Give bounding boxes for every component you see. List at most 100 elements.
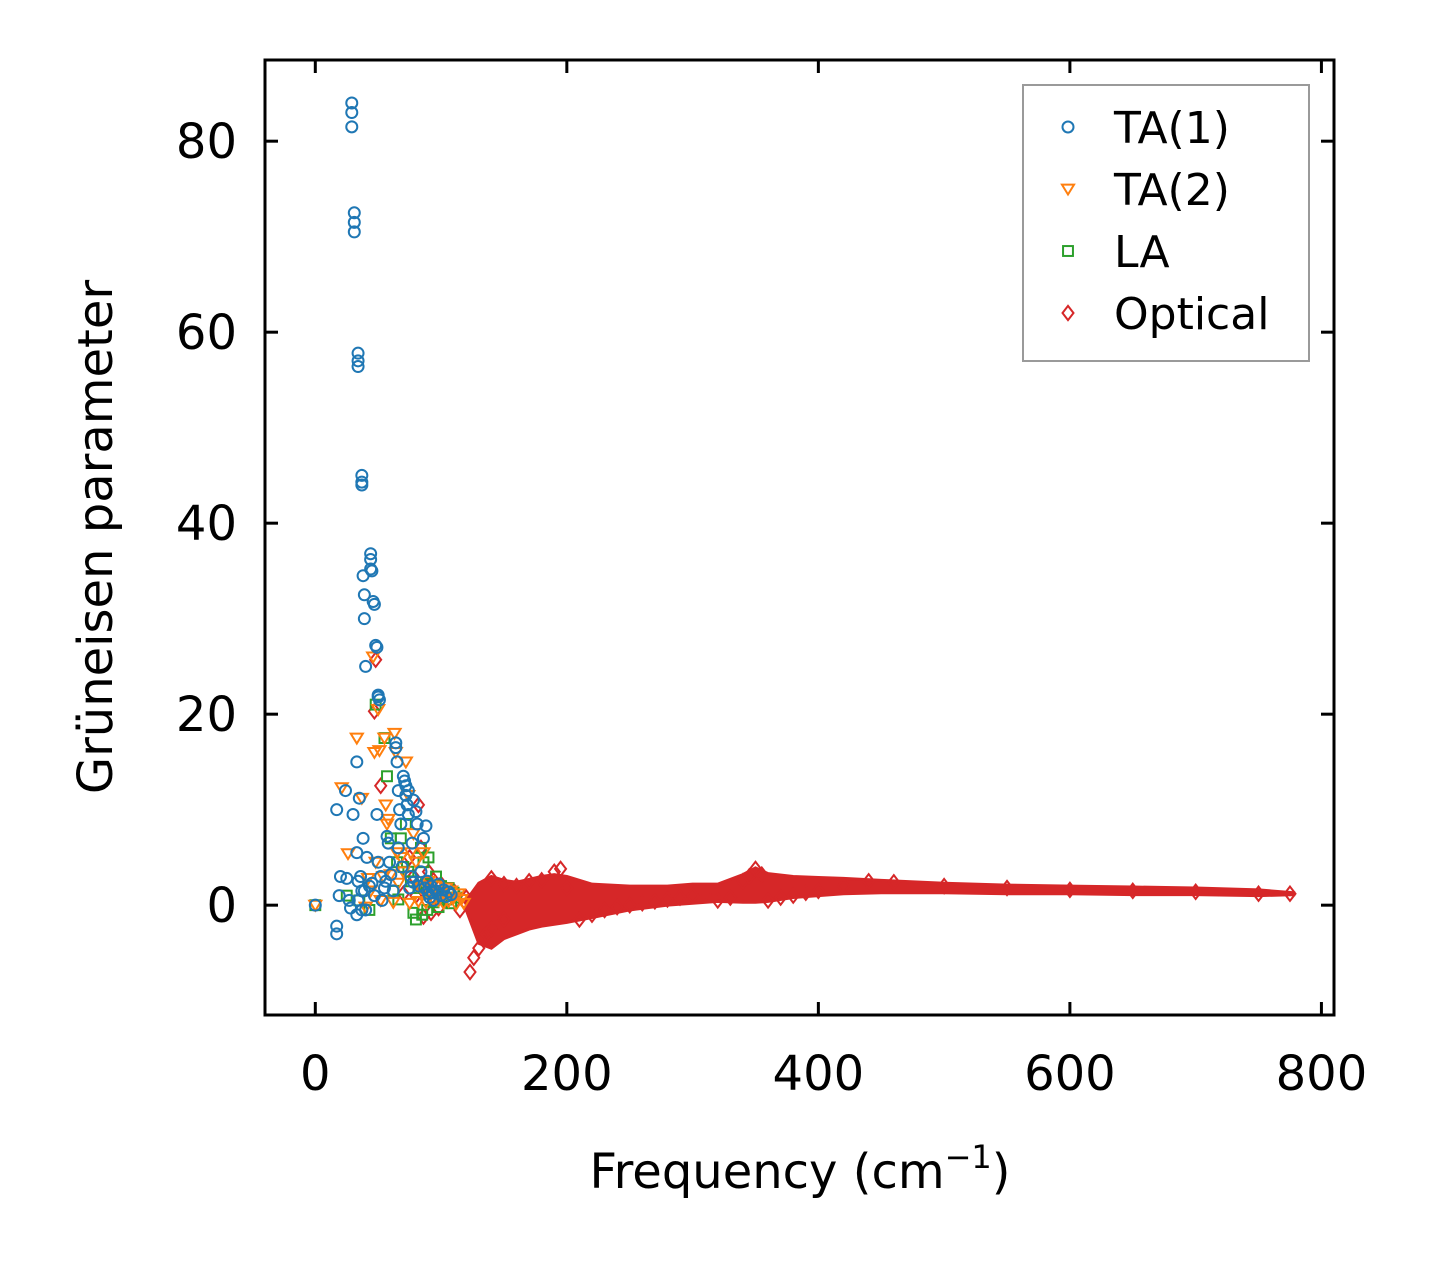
data-point xyxy=(444,888,458,902)
data-point xyxy=(354,870,368,884)
data-point xyxy=(377,799,394,813)
series-TA(1) xyxy=(308,96,458,941)
data-point xyxy=(861,872,876,891)
legend-marker xyxy=(1060,183,1076,197)
data-point xyxy=(1188,883,1203,901)
data-point xyxy=(394,817,408,831)
legend-marker xyxy=(1061,304,1075,322)
data-point xyxy=(350,846,364,860)
data-point xyxy=(455,897,472,911)
data-point xyxy=(509,877,524,895)
data-point xyxy=(351,346,365,360)
plot-frame xyxy=(263,58,1336,1017)
data-point xyxy=(1283,884,1297,903)
data-point xyxy=(332,889,346,903)
data-point xyxy=(408,856,424,870)
data-point xyxy=(479,925,494,943)
data-point xyxy=(475,929,490,948)
y-tick-label: 80 xyxy=(176,114,237,170)
data-point xyxy=(365,564,379,578)
data-point xyxy=(389,736,403,750)
legend-item: LA xyxy=(1062,227,1170,278)
data-point xyxy=(347,225,361,239)
legend: TA(1) TA(2) LA Optical xyxy=(1022,84,1310,362)
x-tick-label: 200 xyxy=(521,1046,613,1102)
data-point xyxy=(372,693,386,707)
data-point xyxy=(333,782,350,796)
y-axis-label: Grüneisen parameter xyxy=(68,280,124,795)
data-point xyxy=(786,886,800,905)
data-point xyxy=(414,865,428,879)
data-point xyxy=(484,869,499,888)
data-point xyxy=(381,770,393,783)
data-point xyxy=(373,777,388,795)
x-axis-ticks: 0 200 400 600 800 xyxy=(300,60,1367,1102)
data-point xyxy=(307,899,324,913)
data-point xyxy=(553,860,568,878)
data-point xyxy=(376,732,393,746)
data-point xyxy=(660,890,675,909)
data-point xyxy=(347,215,361,229)
x-tick-label: 400 xyxy=(773,1046,865,1102)
data-point xyxy=(381,836,395,850)
legend-label: Optical xyxy=(1114,289,1269,340)
data-point xyxy=(547,862,562,881)
data-point xyxy=(385,896,402,910)
data-point xyxy=(463,963,477,981)
data-point xyxy=(357,901,374,915)
data-point xyxy=(401,807,415,821)
y-tick-label: 0 xyxy=(206,878,237,934)
data-point xyxy=(411,796,426,814)
data-point xyxy=(401,897,418,911)
data-point xyxy=(710,891,725,910)
data-point xyxy=(368,650,383,669)
data-point xyxy=(330,919,344,933)
data-point xyxy=(350,755,364,769)
data-point xyxy=(698,884,712,903)
x-axis-label-main: Frequency (cm xyxy=(589,1144,944,1200)
data-point xyxy=(887,873,901,892)
data-point xyxy=(622,896,637,914)
data-point xyxy=(560,879,574,897)
data-point xyxy=(415,847,432,861)
data-point xyxy=(386,727,403,741)
data-point xyxy=(419,819,433,833)
data-point xyxy=(383,855,397,869)
data-point xyxy=(405,836,419,850)
data-point xyxy=(410,817,424,831)
x-axis-label-close: ) xyxy=(992,1144,1011,1200)
data-point xyxy=(748,860,763,878)
data-point xyxy=(407,906,420,919)
data-point xyxy=(355,903,369,917)
data-point xyxy=(342,893,356,907)
data-point xyxy=(442,885,456,899)
data-point xyxy=(330,803,344,817)
data-point xyxy=(811,882,826,900)
data-point xyxy=(333,870,347,884)
data-point xyxy=(409,805,423,819)
data-point xyxy=(391,841,405,855)
data-point xyxy=(345,120,359,134)
x-tick-label: 800 xyxy=(1276,1046,1368,1102)
data-point xyxy=(370,640,384,654)
legend-item: TA(1) xyxy=(1061,103,1230,154)
data-point xyxy=(367,597,381,611)
data-point xyxy=(389,741,403,755)
data-point xyxy=(357,588,371,602)
data-points xyxy=(307,96,1297,981)
data-point xyxy=(836,877,851,895)
data-point xyxy=(356,831,370,845)
data-point xyxy=(345,96,359,110)
data-point xyxy=(384,868,398,882)
y-tick-label: 60 xyxy=(176,305,237,361)
x-axis-label-superscript: −1 xyxy=(945,1138,992,1176)
data-point xyxy=(522,872,536,891)
data-point xyxy=(364,547,378,561)
data-point xyxy=(351,360,365,374)
data-point xyxy=(1000,879,1014,897)
data-point xyxy=(799,883,813,902)
legend-label: TA(1) xyxy=(1113,103,1230,154)
legend-item: TA(2) xyxy=(1060,165,1230,216)
legend-item: Optical xyxy=(1061,289,1269,340)
